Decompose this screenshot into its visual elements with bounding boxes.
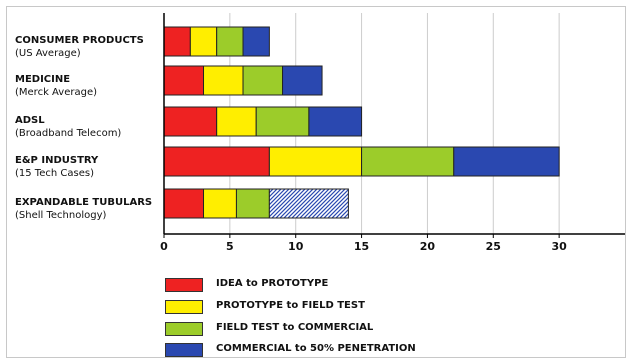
category-name: ADSL [15,115,45,126]
legend-label: FIELD TEST to COMMERCIAL [216,322,374,333]
bar-segment-2-0 [163,106,218,137]
x-tick-label-15: 15 [354,240,369,253]
category-subtitle: (15 Tech Cases) [15,168,94,179]
bar-segment-1-2 [242,65,284,96]
bar-segment-0-3 [242,26,270,57]
category-label: E&P INDUSTRY (15 Tech Cases) [15,154,98,180]
bar-segment-3-2 [361,146,455,177]
x-tick-label-30: 30 [551,240,567,253]
category-label: ADSL (Broadband Telecom) [15,114,121,140]
bar-segment-0-2 [216,26,244,57]
category-name: E&P INDUSTRY [15,155,99,166]
bar-segment-4-3 [268,188,349,219]
x-tick-label-0: 0 [160,240,168,253]
bar-segment-3-1 [268,146,363,177]
category-subtitle: (US Average) [15,48,81,59]
bar-segment-2-1 [216,106,257,137]
legend-swatch [165,300,203,314]
legend-label: COMMERCIAL to 50% PENETRATION [216,343,416,354]
category-name: CONSUMER PRODUCTS [15,35,144,46]
category-subtitle: (Merck Average) [15,87,98,98]
legend-label: IDEA to PROTOTYPE [216,278,329,289]
x-axis: 0 5 10 15 20 25 30 [160,13,625,253]
stacked-bar-chart: 0 5 10 15 20 25 30 [160,13,625,253]
bar-segment-0-0 [163,26,191,57]
category-name: EXPANDABLE TUBULARS [15,197,153,208]
category-label: EXPANDABLE TUBULARS (Shell Technology) [15,196,152,222]
x-tick-label-5: 5 [226,240,234,253]
category-label: CONSUMER PRODUCTS (US Average) [15,34,144,60]
bar-segment-1-3 [282,65,323,96]
bar-segment-4-0 [163,188,205,219]
x-tick-label-10: 10 [288,240,304,253]
bar-segment-1-0 [163,65,205,96]
bars [163,26,560,219]
chart-frame: 0 5 10 15 20 25 30 CONSUMER PRODUCTS (US Averag… [6,6,626,358]
category-name: MEDICINE [15,74,71,85]
bar-segment-2-2 [255,106,310,137]
category-subtitle: (Shell Technology) [15,210,107,221]
legend-swatch [165,343,203,357]
category-label: MEDICINE (Merck Average) [15,73,97,99]
bar-segment-3-0 [163,146,270,177]
x-tick-label-25: 25 [486,240,501,253]
category-subtitle: (Broadband Telecom) [15,128,122,139]
legend-swatch [165,278,203,292]
bar-segment-3-3 [453,146,560,177]
bar-segment-1-1 [203,65,244,96]
bar-segment-4-1 [203,188,237,219]
legend-label: PROTOTYPE to FIELD TEST [216,300,365,311]
bar-segment-4-2 [235,188,270,219]
x-tick-label-20: 20 [420,240,436,253]
legend-swatch [165,322,203,336]
bar-segment-0-1 [189,26,218,57]
bar-segment-2-3 [308,106,363,137]
